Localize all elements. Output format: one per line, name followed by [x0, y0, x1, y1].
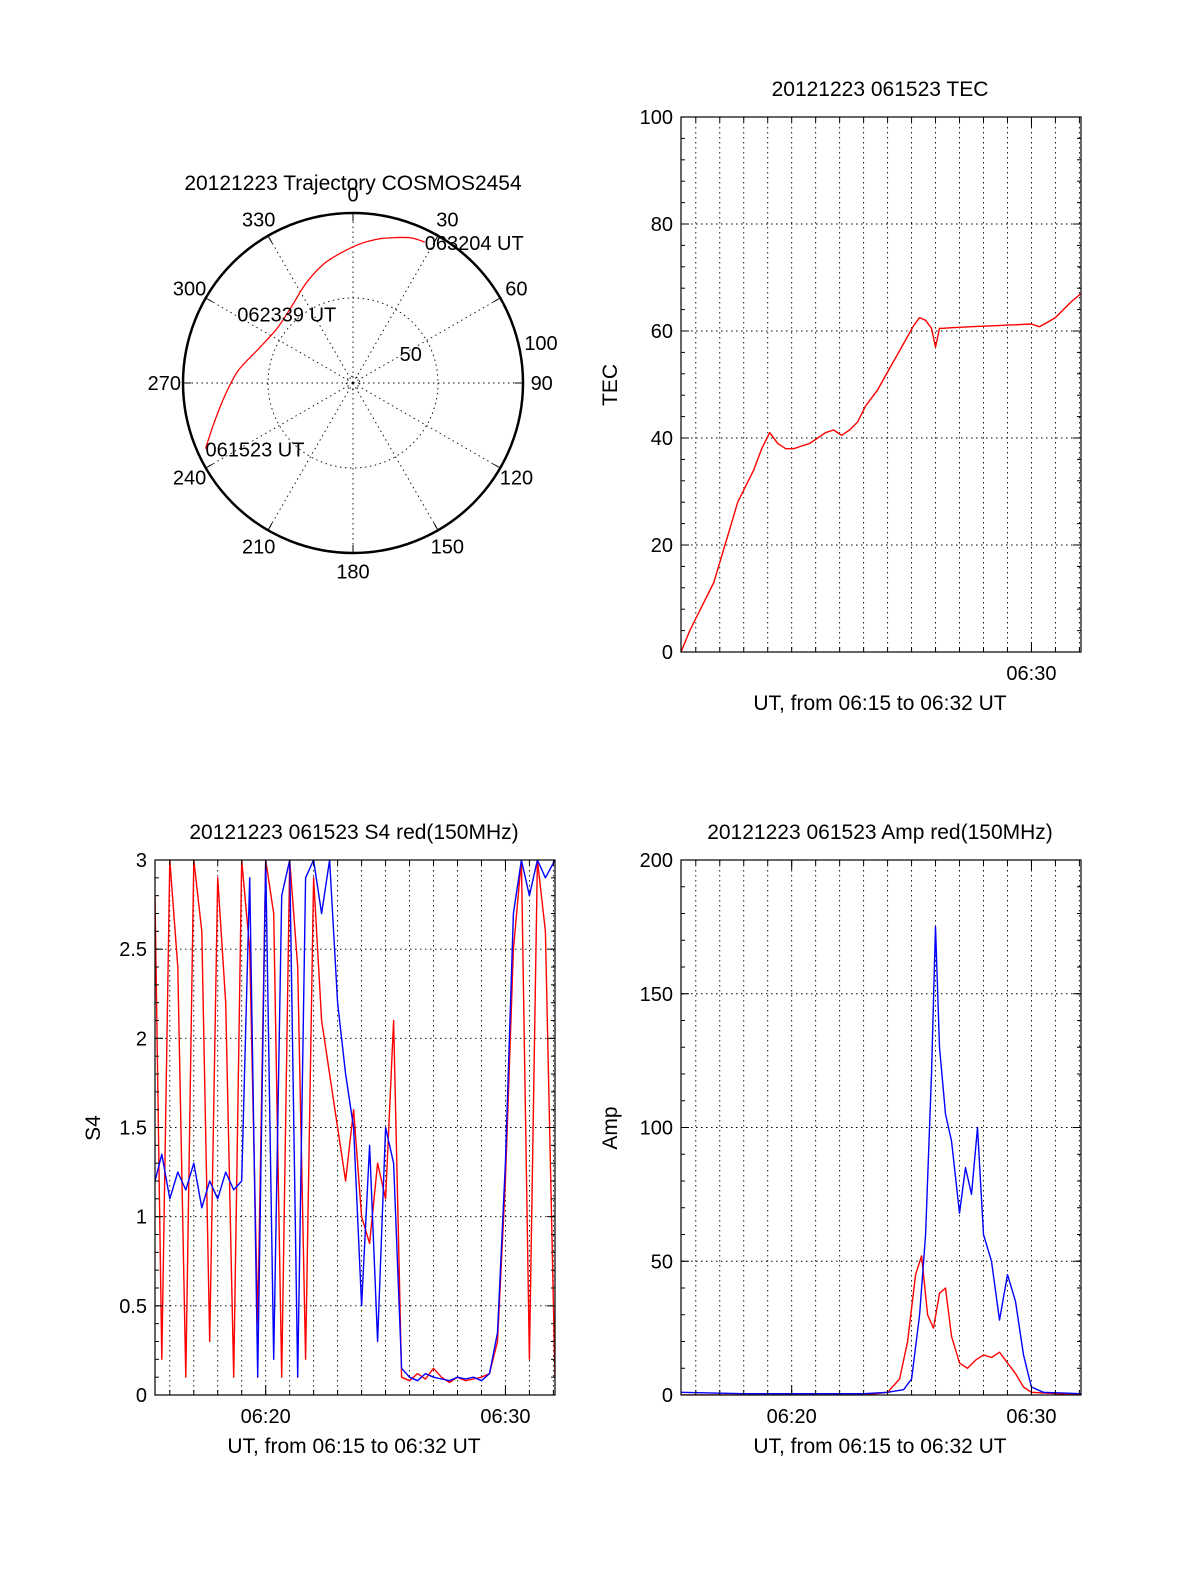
tec-series-line-0 [681, 292, 1081, 652]
amp-ytick-label: 50 [651, 1251, 673, 1273]
tec-ytick-label: 20 [651, 535, 673, 557]
tec-ytick-label: 80 [651, 214, 673, 236]
s4-plot-frame [154, 859, 556, 1396]
polar-annotation: 062339 UT [237, 304, 336, 326]
amp-ytick-label: 100 [640, 1118, 673, 1140]
s4-chart: 20121223 061523 S4 red(150MHz) UT, from … [82, 821, 556, 1458]
amp-ytick-label: 150 [640, 984, 673, 1006]
amp-ytick-label: 200 [640, 850, 673, 872]
amp-xlabel: UT, from 06:15 to 06:32 UT [753, 1435, 1006, 1458]
polar-tick-210 [267, 523, 273, 531]
polar-annotation: 061523 UT [205, 440, 304, 462]
tec-plot-frame [680, 116, 1082, 653]
s4-ticks: 0 0.5 1 1.5 2 2.5 3 06:20 06:30 [119, 850, 556, 1428]
polar-spoke-60 [352, 297, 501, 384]
s4-ytick-label: 3 [136, 850, 147, 872]
polar-tick-30 [433, 235, 439, 243]
s4-series-line-0 [155, 860, 555, 1384]
polar-azimuth-label: 270 [148, 373, 181, 395]
polar-grid [181, 211, 525, 555]
polar-azimuth-label: 90 [531, 373, 553, 395]
polar-grid-circle-center [345, 375, 361, 391]
amp-chart: 20121223 061523 Amp red(150MHz) UT, from… [599, 821, 1082, 1458]
s4-ylabel: S4 [82, 1115, 105, 1141]
s4-series [155, 860, 555, 1384]
amp-series [681, 926, 1081, 1395]
tec-ticks: 0 20 40 60 80 100 06:30 [640, 107, 1082, 685]
polar-azimuth-label: 300 [173, 279, 206, 301]
tec-ytick-label: 40 [651, 428, 673, 450]
polar-annotation: 063204 UT [425, 233, 524, 255]
tec-chart: 20121223 061523 TEC UT, from 06:15 to 06… [599, 78, 1082, 715]
amp-grid [681, 860, 1081, 1395]
polar-spoke-240 [205, 382, 354, 469]
polar-azimuth-label: 150 [431, 536, 464, 558]
s4-xtick-label: 06:30 [480, 1406, 530, 1428]
s4-xtick-label: 06:20 [241, 1406, 291, 1428]
tec-ytick-label: 0 [662, 642, 673, 664]
polar-trajectory-series [204, 236, 426, 449]
s4-ytick-label: 2.5 [119, 939, 147, 961]
polar-trajectory-chart: 20121223 Trajectory COSMOS2454 0 30 60 90 12… [148, 172, 558, 584]
polar-spoke-30 [352, 235, 439, 384]
s4-series-line-1 [155, 860, 555, 1382]
polar-azimuth-label: 240 [173, 467, 206, 489]
polar-tick-120 [493, 463, 501, 469]
amp-series-line-1 [681, 926, 1081, 1395]
polar-azimuth-label: 30 [436, 210, 458, 232]
tec-series [681, 292, 1081, 652]
s4-xlabel: UT, from 06:15 to 06:32 UT [227, 1435, 480, 1458]
amp-ytick-label: 0 [662, 1385, 673, 1407]
amp-plot-frame [680, 859, 1082, 1396]
amp-ticks: 0 50 100 150 200 06:20 06:30 [640, 850, 1082, 1428]
polar-azimuth-label: 330 [242, 210, 275, 232]
tec-title: 20121223 061523 TEC [772, 78, 989, 101]
polar-tick-150 [433, 523, 439, 531]
polar-title: 20121223 Trajectory COSMOS2454 [184, 172, 522, 195]
polar-spoke-300 [205, 297, 354, 384]
s4-ytick-label: 2 [136, 1028, 147, 1050]
polar-tick-300 [205, 297, 213, 303]
s4-ytick-label: 1 [136, 1207, 147, 1229]
polar-spoke-330 [267, 235, 354, 384]
s4-ytick-label: 0 [136, 1385, 147, 1407]
amp-xtick-label: 06:30 [1006, 1406, 1056, 1428]
polar-azimuth-label: 60 [505, 279, 527, 301]
polar-azimuth-label: 120 [500, 467, 533, 489]
polar-trajectory-line [204, 236, 426, 449]
polar-azimuth-label: 210 [242, 536, 275, 558]
polar-tick-240 [205, 463, 213, 469]
polar-labels: 0 30 60 90 120 150 180 210 240 270 300 330 50 100 0615… [148, 184, 558, 583]
s4-ytick-label: 1.5 [119, 1118, 147, 1140]
tec-xtick-label: 06:30 [1006, 663, 1056, 685]
polar-azimuth-label: 180 [336, 562, 369, 584]
polar-tick-60 [493, 297, 501, 303]
polar-spoke-150 [352, 382, 439, 531]
amp-ylabel: Amp [599, 1106, 622, 1149]
polar-azimuth-label: 0 [347, 184, 358, 206]
amp-title: 20121223 061523 Amp red(150MHz) [707, 821, 1053, 844]
polar-radial-label: 50 [400, 344, 422, 366]
s4-ytick-label: 0.5 [119, 1296, 147, 1318]
tec-ytick-label: 60 [651, 321, 673, 343]
polar-tick-330 [267, 235, 273, 243]
amp-series-line-0 [681, 1255, 1081, 1395]
tec-ylabel: TEC [599, 364, 622, 406]
tec-xlabel: UT, from 06:15 to 06:32 UT [753, 692, 1006, 715]
polar-spoke-120 [352, 382, 501, 469]
tec-ytick-label: 100 [640, 107, 673, 129]
polar-radial-label: 100 [524, 333, 557, 355]
amp-xtick-label: 06:20 [767, 1406, 817, 1428]
polar-spoke-210 [267, 382, 354, 531]
s4-title: 20121223 061523 S4 red(150MHz) [189, 821, 518, 844]
